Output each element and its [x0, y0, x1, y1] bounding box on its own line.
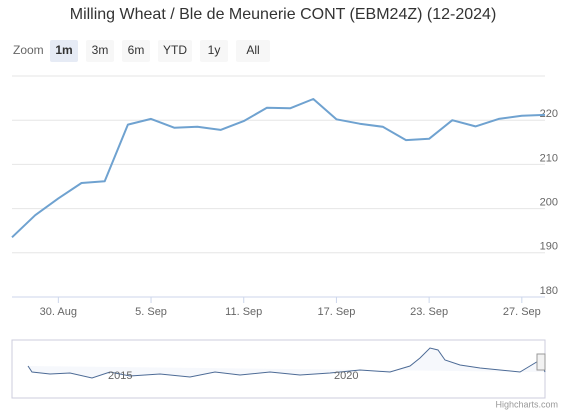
x-tick-label: 11. Sep	[225, 306, 262, 318]
y-tick-label: 220	[540, 108, 558, 120]
range-selector: 1m 3m 6m YTD 1y All	[50, 40, 270, 62]
range-button-label[interactable]: YTD	[163, 43, 187, 57]
range-button-label[interactable]: 3m	[92, 43, 109, 57]
navigator-label: 2015	[108, 370, 132, 382]
range-button-label[interactable]: 6m	[128, 43, 145, 57]
y-tick-label: 190	[540, 241, 558, 253]
zoom-label: Zoom	[13, 43, 44, 57]
navigator-label: 2020	[334, 370, 358, 382]
series-line	[11, 98, 546, 239]
credits[interactable]: Highcharts.com	[495, 399, 558, 409]
x-tick-label: 27. Sep	[503, 306, 541, 318]
range-button[interactable]	[86, 40, 114, 62]
chart-title: Milling Wheat / Ble de Meunerie CONT (EB…	[70, 6, 497, 23]
x-tick-label: 17. Sep	[317, 306, 355, 318]
range-button-label[interactable]: 1y	[208, 43, 221, 57]
range-button[interactable]	[236, 40, 270, 62]
x-tick-label: 5. Sep	[135, 306, 167, 318]
y-tick-label: 200	[540, 197, 558, 209]
range-button[interactable]	[158, 40, 192, 62]
x-tick-label: 30. Aug	[40, 306, 77, 318]
y-tick-label: 210	[540, 152, 558, 164]
x-tick-label: 23. Sep	[410, 306, 448, 318]
range-button-label[interactable]: 1m	[55, 43, 72, 57]
navigator-line	[27, 347, 546, 379]
range-button-label[interactable]: All	[246, 43, 259, 57]
range-button[interactable]	[200, 40, 228, 62]
y-tick-label: 180	[540, 285, 558, 297]
range-button[interactable]	[50, 40, 78, 62]
navigator-handle[interactable]	[536, 353, 546, 371]
range-button[interactable]	[122, 40, 150, 62]
